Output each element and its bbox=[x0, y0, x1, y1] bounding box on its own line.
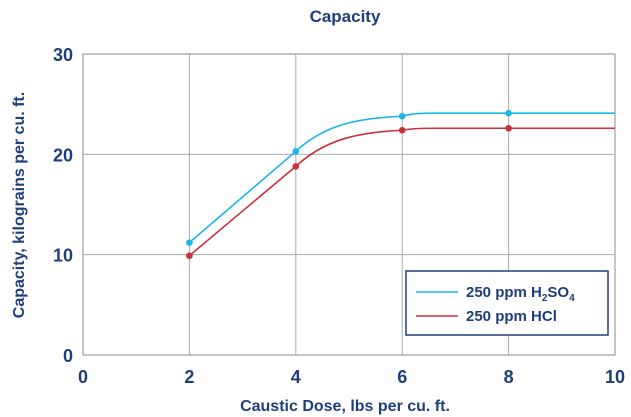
plot-frame bbox=[82, 53, 616, 356]
legend-box bbox=[405, 270, 609, 336]
data-point bbox=[186, 239, 193, 246]
data-point bbox=[398, 112, 406, 120]
y-tick-label: 30 bbox=[53, 45, 73, 65]
data-point bbox=[292, 148, 300, 155]
x-tick-label: 8 bbox=[504, 367, 514, 387]
legend-label: 250 ppm HCl bbox=[466, 308, 557, 325]
series-line-0 bbox=[188, 112, 615, 244]
x-axis-label: Caustic Dose, lbs per cu. ft. bbox=[240, 398, 450, 415]
data-point bbox=[292, 163, 300, 170]
x-tick-label: 2 bbox=[184, 367, 194, 387]
y-tick-label: 20 bbox=[53, 145, 73, 165]
x-tick-label: 4 bbox=[291, 367, 301, 387]
x-tick-label: 10 bbox=[605, 367, 625, 387]
data-point bbox=[398, 126, 406, 134]
y-tick-label: 0 bbox=[63, 346, 73, 366]
grid bbox=[83, 54, 615, 355]
data-point bbox=[505, 109, 512, 117]
data-point bbox=[186, 252, 193, 259]
y-tick-label: 10 bbox=[53, 246, 73, 266]
y-axis-label: Capacity, kilograins per cu. ft. bbox=[11, 92, 28, 318]
series-line-1 bbox=[188, 127, 615, 257]
tick-labels: 0 2 4 6 8 10 0 10 20 30 bbox=[53, 45, 625, 387]
legend-label: 250 ppm H2SO4 bbox=[466, 284, 575, 304]
x-tick-label: 6 bbox=[397, 367, 407, 387]
legend: 250 ppm H2SO4 250 ppm HCl bbox=[405, 270, 609, 336]
series-layer bbox=[186, 109, 615, 259]
chart-title: Capacity bbox=[310, 7, 381, 26]
x-tick-label: 0 bbox=[78, 367, 88, 387]
data-point bbox=[505, 124, 512, 132]
